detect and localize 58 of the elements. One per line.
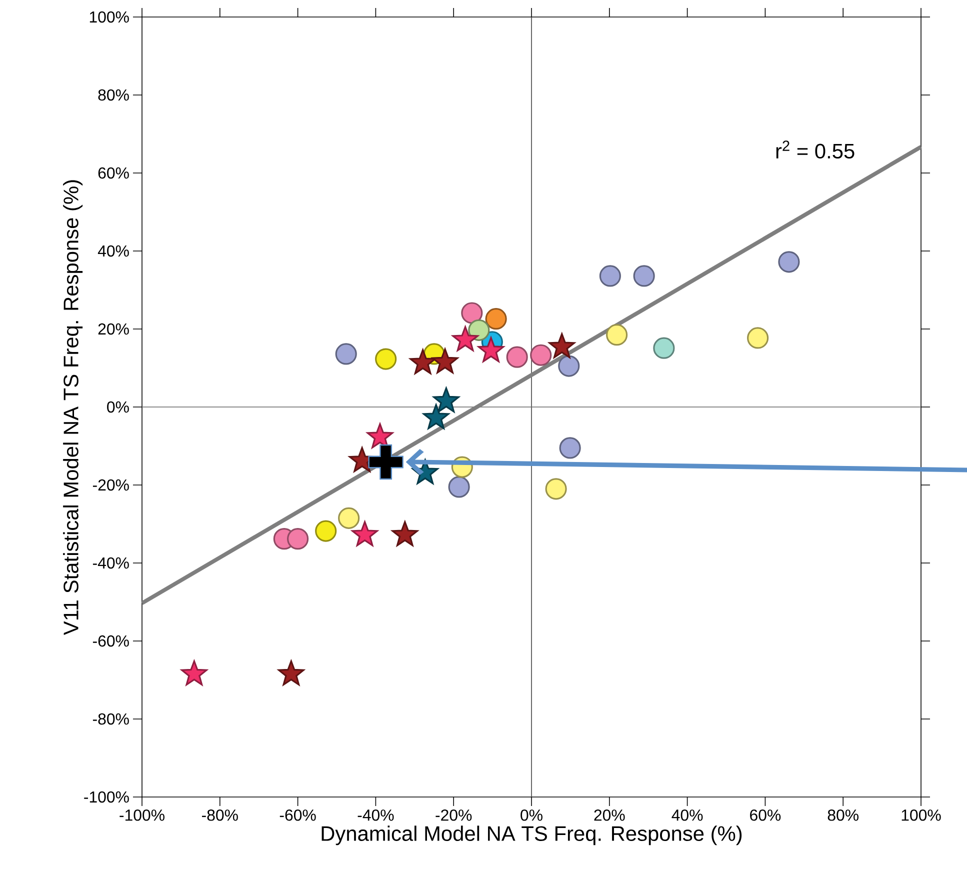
point bbox=[606, 324, 628, 346]
point bbox=[368, 444, 404, 480]
point bbox=[545, 478, 567, 500]
point bbox=[392, 521, 418, 546]
y-tick-label: 60% bbox=[98, 167, 129, 179]
point bbox=[633, 265, 655, 287]
point bbox=[432, 348, 458, 374]
y-tick-label: -20% bbox=[92, 479, 129, 491]
y-tick-label: 80% bbox=[98, 89, 129, 101]
point bbox=[410, 349, 436, 374]
annotation: r$^{2}$ = 0.55 bbox=[776, 140, 854, 159]
point bbox=[478, 337, 504, 362]
y-tick-label: -60% bbox=[92, 635, 129, 647]
y-tick-label: -80% bbox=[92, 713, 129, 725]
point bbox=[448, 476, 470, 498]
x-tick-label: -60% bbox=[280, 810, 316, 821]
point bbox=[530, 344, 552, 366]
point bbox=[559, 437, 581, 459]
point bbox=[181, 660, 208, 686]
point bbox=[335, 343, 357, 365]
y-tick-label: 100% bbox=[90, 11, 129, 23]
point bbox=[315, 520, 337, 542]
y-tick-label: 40% bbox=[98, 245, 129, 257]
y-tick-label: 20% bbox=[98, 323, 129, 335]
x-tick-label: 80% bbox=[828, 810, 858, 821]
point bbox=[461, 302, 483, 324]
x-tick-label: 20% bbox=[594, 810, 625, 821]
x-tick-label: -100% bbox=[120, 810, 164, 821]
y-tick-label: 0% bbox=[107, 401, 129, 413]
point bbox=[287, 528, 309, 550]
point bbox=[422, 404, 450, 430]
point bbox=[433, 387, 460, 412]
point bbox=[778, 251, 800, 273]
point bbox=[452, 326, 478, 352]
x-tick-label: 0% bbox=[520, 810, 542, 821]
x-tick-label: 100% bbox=[902, 810, 941, 821]
point bbox=[352, 521, 378, 546]
point bbox=[653, 337, 675, 359]
x-axis-title: Dynamical Model NA TS Freq. Response (%) bbox=[322, 826, 742, 846]
x-tick-label: -40% bbox=[358, 810, 394, 821]
point bbox=[338, 507, 360, 529]
x-tick-label: 60% bbox=[750, 810, 781, 821]
point bbox=[548, 333, 576, 358]
point bbox=[558, 355, 580, 377]
point bbox=[375, 348, 397, 370]
point bbox=[278, 660, 304, 686]
point bbox=[366, 423, 394, 448]
point bbox=[747, 327, 769, 349]
y-tick-label: -100% bbox=[84, 791, 129, 803]
x-tick-label: 40% bbox=[672, 810, 703, 821]
y-tick-label: -40% bbox=[92, 557, 129, 569]
y-axis-title: V11 Statistical Model NA TS Freq. Response (%) bbox=[63, 180, 83, 635]
point bbox=[599, 265, 621, 287]
x-tick-label: -20% bbox=[436, 810, 472, 821]
point bbox=[506, 346, 528, 368]
point bbox=[485, 308, 507, 330]
x-tick-label: -80% bbox=[202, 810, 238, 821]
point bbox=[468, 319, 490, 341]
